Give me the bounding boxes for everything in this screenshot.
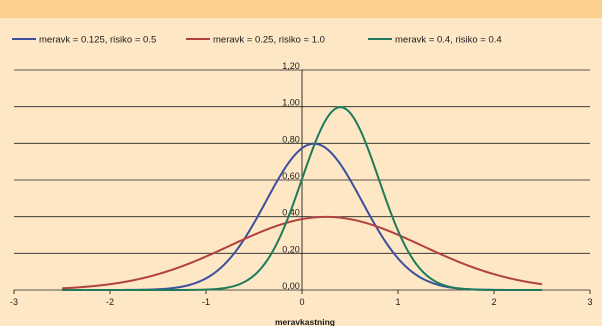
- legend-label: meravk = 0.125, risiko = 0.5: [39, 35, 156, 46]
- x-tick-label: 3: [587, 297, 592, 307]
- legend-item: meravk = 0.4, risiko = 0.4: [368, 35, 502, 46]
- legend-label: meravk = 0.4, risiko = 0.4: [395, 35, 502, 46]
- legend: meravk = 0.125, risiko = 0.5 meravk = 0.2…: [12, 35, 502, 46]
- y-tick-label: 0,80: [282, 134, 300, 144]
- x-tick-label: -2: [106, 297, 114, 307]
- series-line-3: [62, 106, 542, 291]
- header-band: [0, 0, 602, 18]
- legend-item: meravk = 0.125, risiko = 0.5: [12, 35, 156, 46]
- x-tick-label: 2: [491, 297, 496, 307]
- series-line-2: [61, 215, 543, 290]
- y-tick-labels: 0,000,200,400,600,801,001,20: [282, 61, 300, 291]
- x-tick-label: 0: [299, 297, 304, 307]
- y-tick-label: 1,00: [282, 98, 300, 108]
- series-lines: [61, 106, 543, 291]
- legend-label: meravk = 0.25, risiko = 1.0: [213, 35, 325, 46]
- x-axis: -3 -2 -1 0 1 2 3: [10, 290, 593, 307]
- x-axis-label: meravkastning: [275, 317, 335, 326]
- y-tick-label: 1,20: [282, 61, 300, 71]
- y-tick-label: 0,20: [282, 244, 300, 254]
- x-tick-label: -1: [202, 297, 210, 307]
- x-tick-label: -3: [10, 297, 18, 307]
- legend-item: meravk = 0.25, risiko = 1.0: [186, 35, 325, 46]
- y-tick-label: 0,60: [282, 171, 300, 181]
- y-tick-label: 0,00: [282, 281, 300, 291]
- x-tick-label: 1: [395, 297, 400, 307]
